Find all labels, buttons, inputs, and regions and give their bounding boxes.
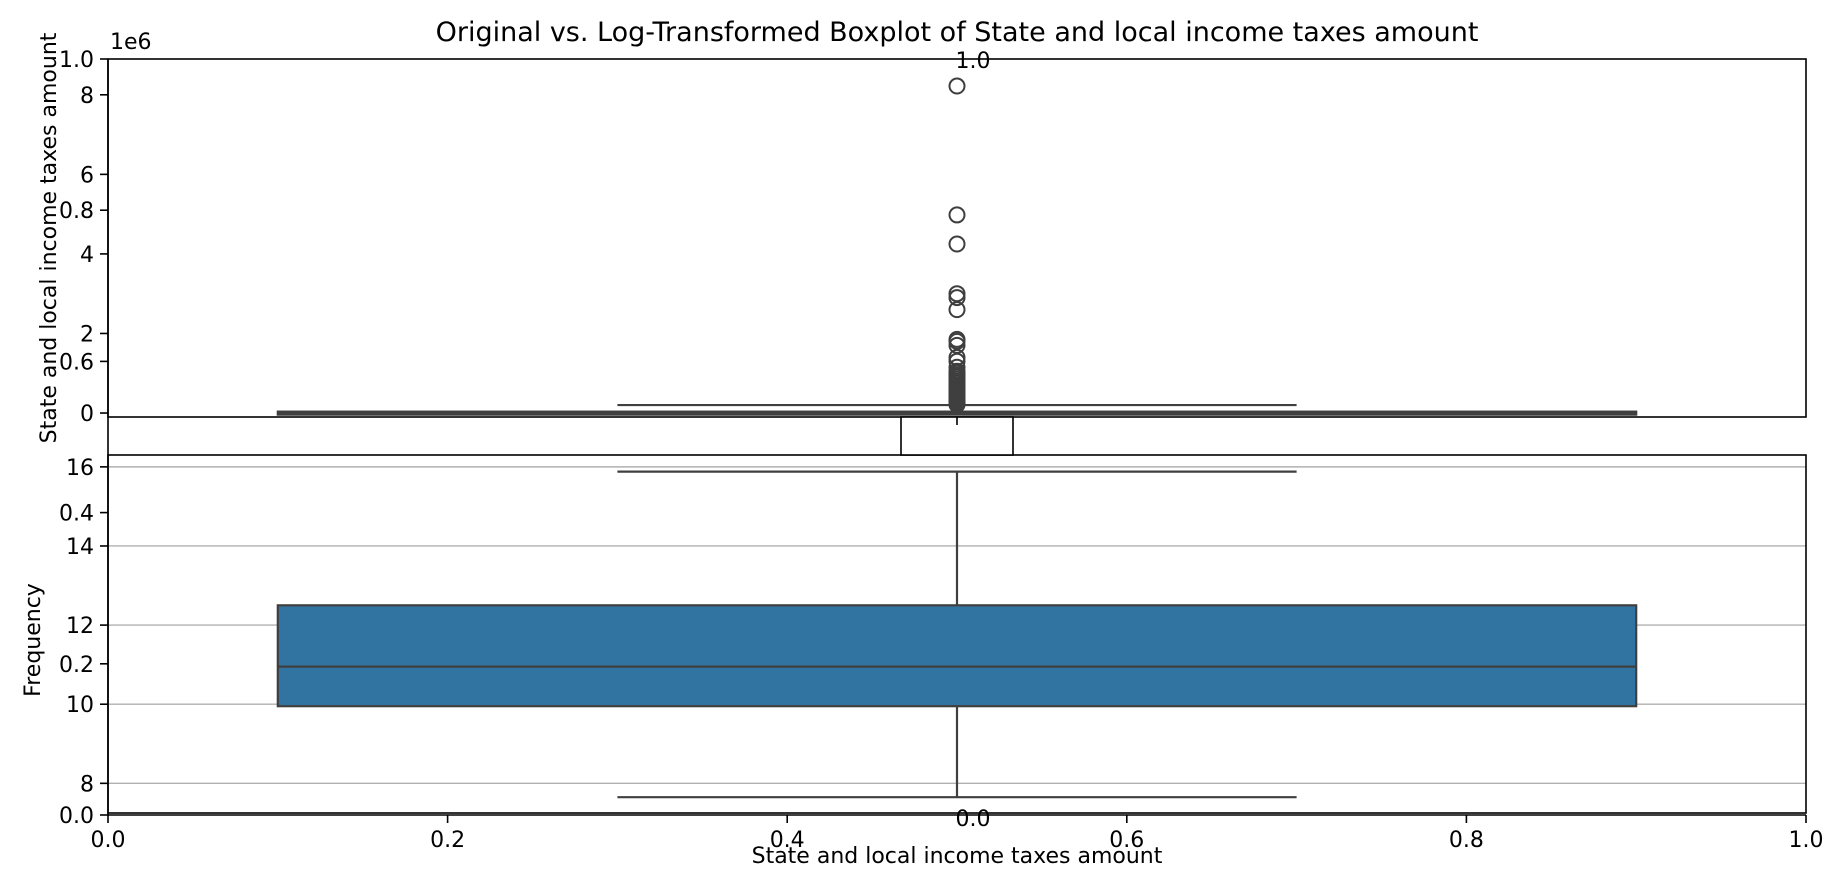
background-y-tick-label: 0.0 (59, 804, 94, 829)
original-y-ticks: 0 2 4 6 8 (80, 84, 108, 427)
background-x-tick-label: 0.0 (91, 828, 126, 853)
background-y-tick-label: 1.0 (59, 48, 94, 73)
original-outlier-point (948, 206, 966, 224)
background-x-tick-label: 0.8 (1449, 828, 1484, 853)
original-box-marks (276, 77, 1638, 416)
original-outlier-point (948, 285, 966, 303)
original-outlier-point (948, 330, 966, 348)
background-x-tick-label: 0.4 (770, 828, 805, 853)
center-axes: 1.0 0.0 (900, 49, 1014, 832)
background-x-tick-label: 0.2 (430, 828, 465, 853)
original-outlier-point (948, 235, 966, 253)
log-box-marks (276, 470, 1638, 799)
center-axes-x-tick-label: 0.0 (956, 807, 991, 832)
original-outlier-point (948, 77, 966, 95)
background-y-axis-label: Frequency (21, 583, 46, 697)
background-x-axis-label: State and local income taxes amount (752, 844, 1163, 869)
chart-title: Original vs. Log-Transformed Boxplot of … (436, 17, 1479, 48)
original-y-tick-label: 2 (80, 322, 94, 347)
background-y-tick-label: 0.6 (59, 350, 94, 375)
original-y-axis-label: State and local income taxes amount (37, 32, 62, 443)
log-y-tick-label: 8 (80, 772, 94, 797)
log-box (276, 604, 1638, 708)
background-y-ticks: 0.0 0.2 0.4 0.6 0.8 1.0 (59, 48, 108, 829)
original-y-tick-label: 4 (80, 243, 94, 268)
log-y-tick-label: 10 (66, 693, 94, 718)
original-y-tick-label: 8 (80, 84, 94, 109)
original-y-tick-label: 0 (80, 402, 94, 427)
background-x-ticks: 0.0 0.2 0.4 0.6 0.8 1.0 (91, 815, 1824, 853)
background-y-tick-label: 0.8 (59, 199, 94, 224)
log-boxplot-panel: 8 10 12 14 16 (66, 454, 1807, 814)
background-y-tick-label: 0.2 (59, 653, 94, 678)
original-y-tick-label: 6 (80, 163, 94, 188)
original-outlier-point (948, 358, 966, 376)
log-y-ticks: 8 10 12 14 16 (66, 456, 108, 797)
log-y-tick-label: 12 (66, 614, 94, 639)
background-x-tick-label: 1.0 (1789, 828, 1824, 853)
background-x-tick-label: 0.6 (1109, 828, 1144, 853)
log-y-tick-label: 16 (66, 456, 94, 481)
log-y-tick-label: 14 (66, 535, 94, 560)
center-axes-top-label: 1.0 (956, 49, 991, 74)
original-y-offset-text: 1e6 (110, 30, 152, 55)
background-y-tick-label: 0.4 (59, 502, 94, 527)
